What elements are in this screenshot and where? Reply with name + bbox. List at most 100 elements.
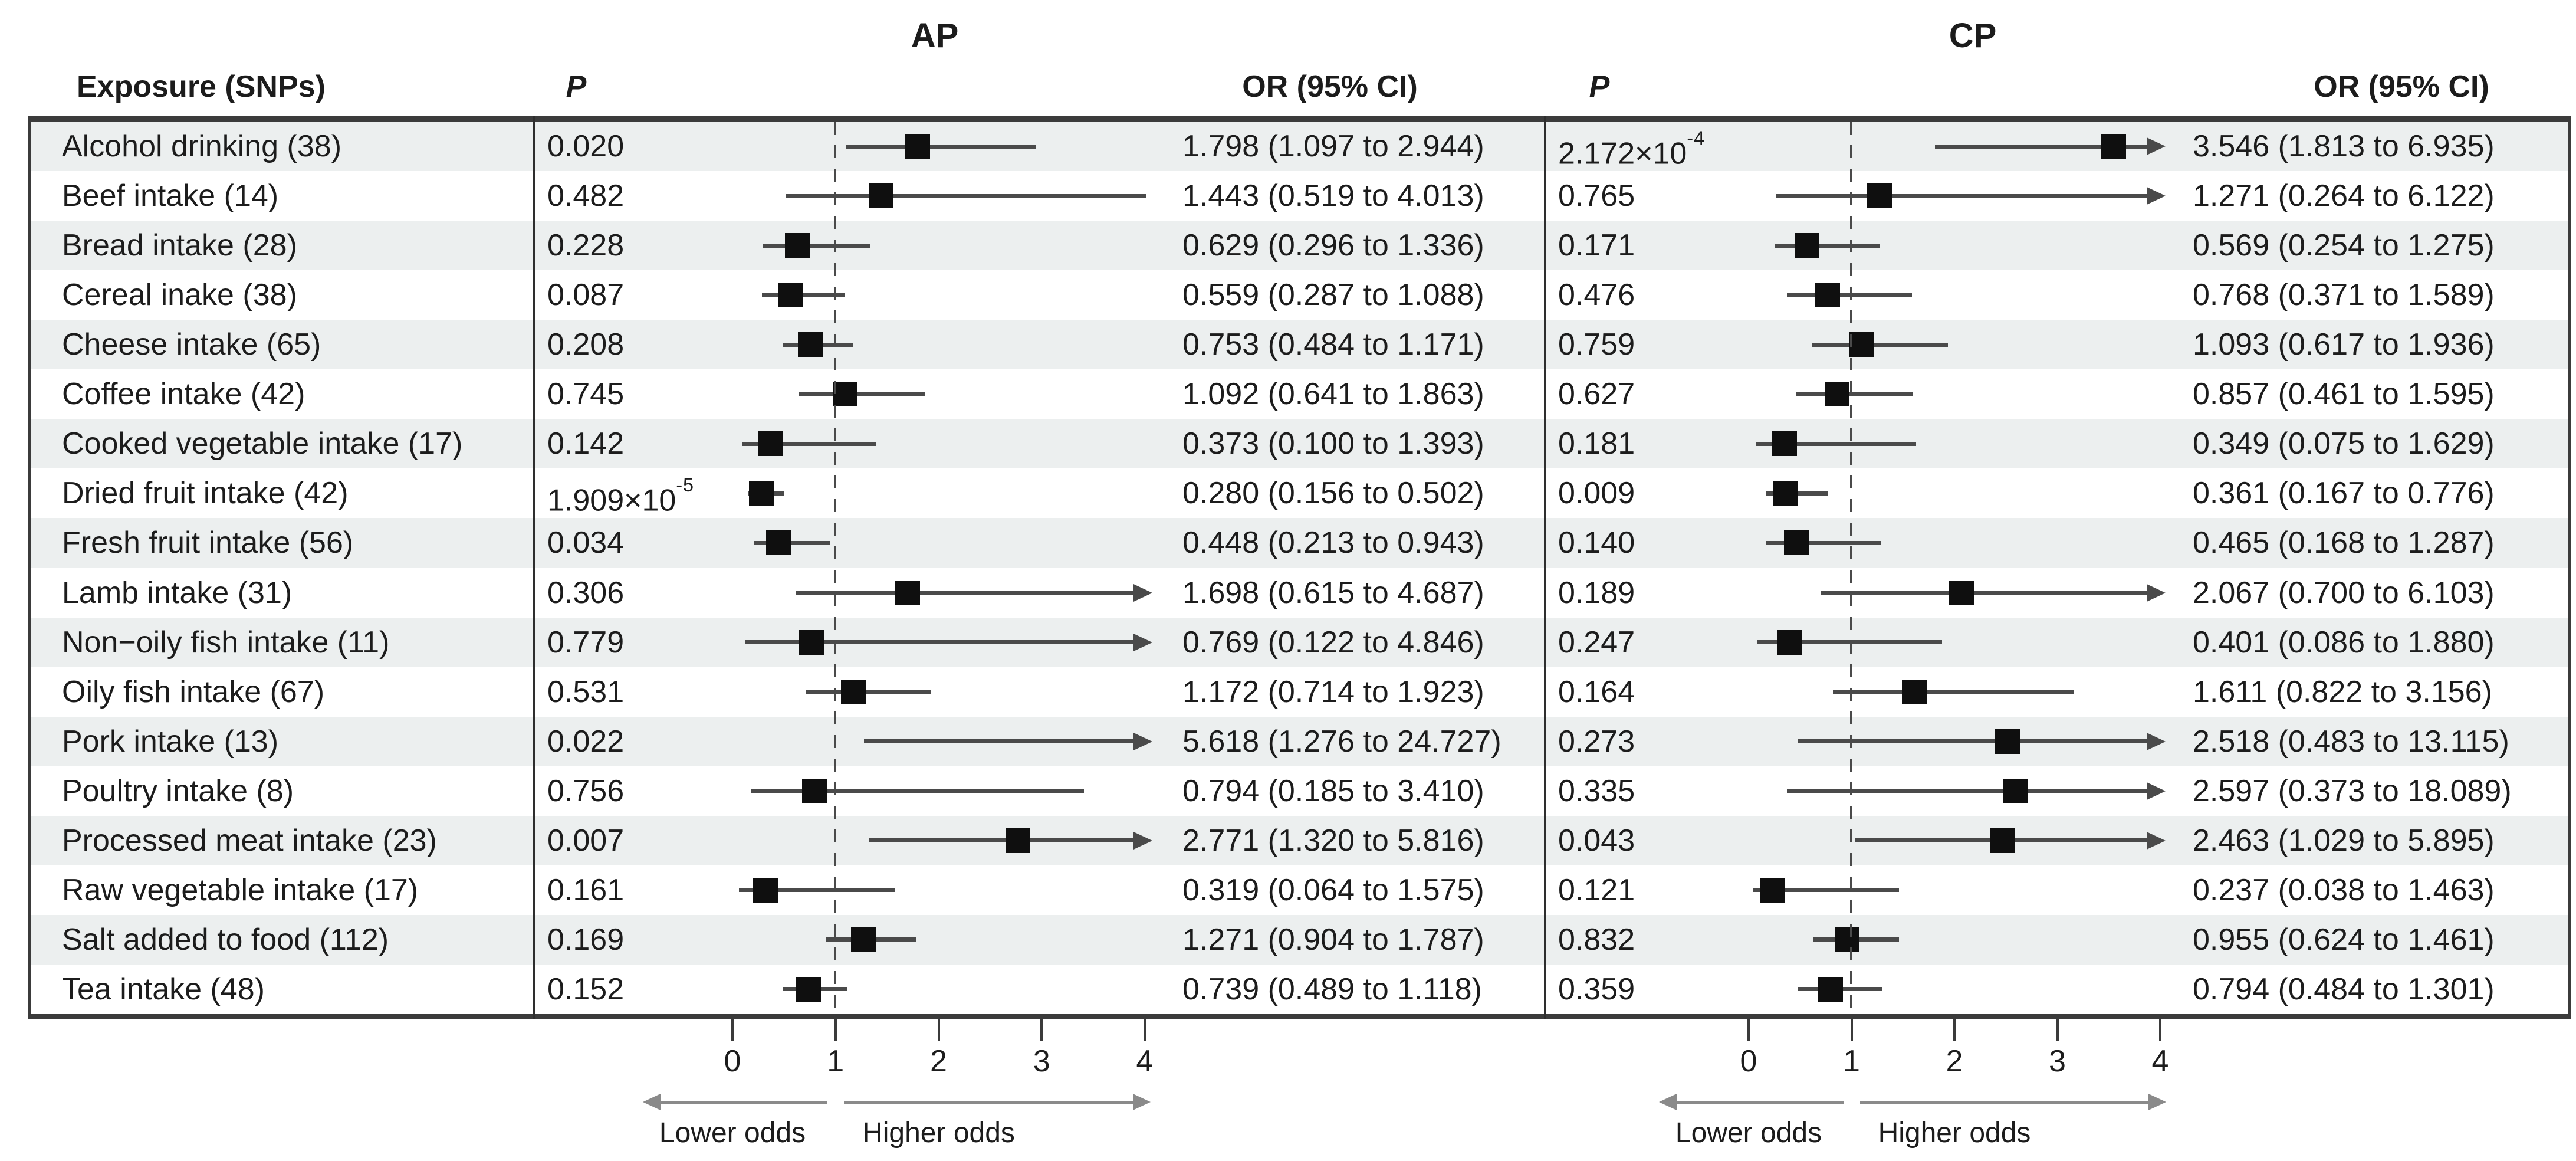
exposure-label-row18: Tea intake (48)	[62, 972, 265, 1006]
or-ci-text-cp-row15: 2.463 (1.029 to 5.895)	[2193, 823, 2495, 858]
higher-odds-label-ap: Higher odds	[862, 1117, 1015, 1149]
or-marker-ap-row1	[905, 134, 931, 159]
or-marker-ap-row9	[766, 530, 791, 556]
axis-tick-ap-4	[1144, 1019, 1146, 1041]
or-marker-ap-row14	[801, 778, 827, 803]
ci-clip-arrow-cp-row10	[2147, 583, 2166, 602]
ci-clip-arrow-cp-row1	[2147, 137, 2166, 156]
ci-line-cp-row12	[1833, 690, 2074, 694]
exposure-label-row4: Cereal inake (38)	[62, 278, 297, 313]
p-value-ap-row6: 0.745	[547, 377, 625, 412]
ci-line-ap-row15	[868, 838, 1133, 843]
axis-tick-ap-1	[834, 1019, 837, 1041]
or-marker-ap-row12	[840, 679, 866, 704]
ci-line-cp-row1	[1935, 144, 2147, 149]
or-marker-ap-row8	[748, 481, 774, 506]
table-frame	[28, 116, 2571, 1019]
or-ci-text-ap-row11: 0.769 (0.122 to 4.846)	[1182, 625, 1484, 660]
axis-tick-ap-3	[1040, 1019, 1043, 1041]
ci-line-ap-row11	[745, 640, 1133, 645]
ci-line-ap-row6	[799, 392, 925, 396]
p-value-cp-row3: 0.171	[1558, 228, 1635, 263]
exposure-label-row5: Cheese intake (65)	[62, 327, 321, 362]
header-p-cp: P	[1589, 70, 1610, 104]
p-value-ap-row1: 0.020	[547, 129, 625, 163]
axis-tick-ap-2	[937, 1019, 940, 1041]
or-marker-cp-row15	[1989, 828, 2015, 853]
row-stripe-9	[31, 518, 2568, 568]
p-value-cp-row9: 0.140	[1558, 526, 1635, 560]
ci-line-ap-row3	[763, 243, 870, 248]
ci-clip-arrow-cp-row13	[2147, 732, 2166, 750]
lower-odds-arrow-line-ap	[661, 1101, 827, 1104]
or-ci-text-cp-row13: 2.518 (0.483 to 13.115)	[2193, 724, 2509, 759]
axis-tick-label-ap-3: 3	[1033, 1044, 1050, 1078]
exposure-label-row14: Poultry intake (8)	[62, 773, 294, 808]
exposure-label-row15: Processed meat intake (23)	[62, 823, 437, 858]
or-marker-cp-row12	[1902, 679, 1927, 704]
or-marker-ap-row4	[777, 283, 803, 308]
row-stripe-11	[31, 617, 2568, 667]
p-value-cp-row18: 0.359	[1558, 972, 1635, 1006]
exposure-label-row11: Non−oily fish intake (11)	[62, 625, 390, 660]
p-value-ap-row14: 0.756	[547, 773, 625, 808]
or-ci-text-ap-row9: 0.448 (0.213 to 0.943)	[1182, 526, 1484, 560]
exposure-label-row6: Coffee intake (42)	[62, 377, 305, 412]
or-ci-text-ap-row15: 2.771 (1.320 to 5.816)	[1182, 823, 1484, 858]
higher-odds-arrowhead-icon-ap	[1133, 1094, 1151, 1110]
p-value-ap-row13: 0.022	[547, 724, 625, 759]
or-marker-cp-row4	[1815, 283, 1841, 308]
or-ci-text-ap-row17: 1.271 (0.904 to 1.787)	[1182, 922, 1484, 957]
axis-tick-label-ap-2: 2	[930, 1044, 947, 1078]
header-p-ap: P	[566, 70, 587, 104]
p-value-cp-row2: 0.765	[1558, 179, 1635, 214]
header-or-ap: OR (95% CI)	[1242, 70, 1418, 104]
ci-line-cp-row9	[1766, 540, 1881, 545]
reference-line-cp	[1850, 122, 1852, 1014]
ci-clip-arrow-cp-row14	[2147, 782, 2166, 800]
exposure-label-row8: Dried fruit intake (42)	[62, 476, 349, 511]
ci-line-ap-row12	[806, 690, 931, 694]
or-ci-text-cp-row5: 1.093 (0.617 to 1.936)	[2193, 327, 2495, 362]
or-marker-cp-row16	[1760, 877, 1786, 903]
or-ci-text-ap-row3: 0.629 (0.296 to 1.336)	[1182, 228, 1484, 263]
or-ci-text-cp-row3: 0.569 (0.254 to 1.275)	[2193, 228, 2495, 263]
p-value-ap-row8-exponent: -5	[676, 474, 695, 496]
ci-line-ap-row10	[796, 591, 1133, 595]
ci-line-cp-row11	[1757, 640, 1943, 645]
panel-title-ap: AP	[911, 17, 959, 55]
or-ci-text-cp-row8: 0.361 (0.167 to 0.776)	[2193, 476, 2495, 511]
or-ci-text-ap-row8: 0.280 (0.156 to 0.502)	[1182, 476, 1484, 511]
exposure-label-row1: Alcohol drinking (38)	[62, 129, 342, 163]
ci-line-cp-row10	[1821, 591, 2147, 595]
or-marker-ap-row5	[797, 332, 823, 358]
p-value-ap-row4: 0.087	[547, 278, 625, 313]
or-ci-text-cp-row16: 0.237 (0.038 to 1.463)	[2193, 873, 2495, 907]
exposure-label-row3: Bread intake (28)	[62, 228, 297, 263]
axis-tick-cp-4	[2159, 1019, 2161, 1041]
ci-line-ap-row7	[742, 441, 876, 446]
header-or-cp: OR (95% CI)	[2314, 70, 2489, 104]
exposure-label-row17: Salt added to food (112)	[62, 922, 389, 957]
ci-line-ap-row16	[739, 888, 895, 893]
ci-line-cp-row4	[1786, 293, 1913, 297]
p-value-cp-row5: 0.759	[1558, 327, 1635, 362]
lower-odds-arrow-line-cp	[1677, 1101, 1844, 1104]
or-ci-text-ap-row12: 1.172 (0.714 to 1.923)	[1182, 674, 1484, 709]
or-marker-cp-row10	[1949, 580, 1974, 605]
exposure-label-row12: Oily fish intake (67)	[62, 674, 325, 709]
p-value-cp-row1: 2.172×10-4	[1558, 127, 1706, 171]
ci-clip-arrow-ap-row10	[1133, 583, 1152, 602]
ci-clip-arrow-cp-row15	[2147, 831, 2166, 850]
or-ci-text-ap-row16: 0.319 (0.064 to 1.575)	[1182, 873, 1484, 907]
axis-tick-cp-3	[2056, 1019, 2059, 1041]
p-value-cp-row7: 0.181	[1558, 427, 1635, 461]
or-marker-ap-row11	[799, 629, 824, 655]
or-marker-cp-row9	[1784, 530, 1809, 556]
exposure-label-row16: Raw vegetable intake (17)	[62, 873, 419, 907]
or-marker-cp-row5	[1848, 332, 1874, 358]
or-ci-text-cp-row14: 2.597 (0.373 to 18.089)	[2193, 773, 2512, 808]
or-marker-cp-row13	[1995, 729, 2020, 754]
ci-line-cp-row16	[1752, 888, 1900, 893]
p-value-cp-row4: 0.476	[1558, 278, 1635, 313]
